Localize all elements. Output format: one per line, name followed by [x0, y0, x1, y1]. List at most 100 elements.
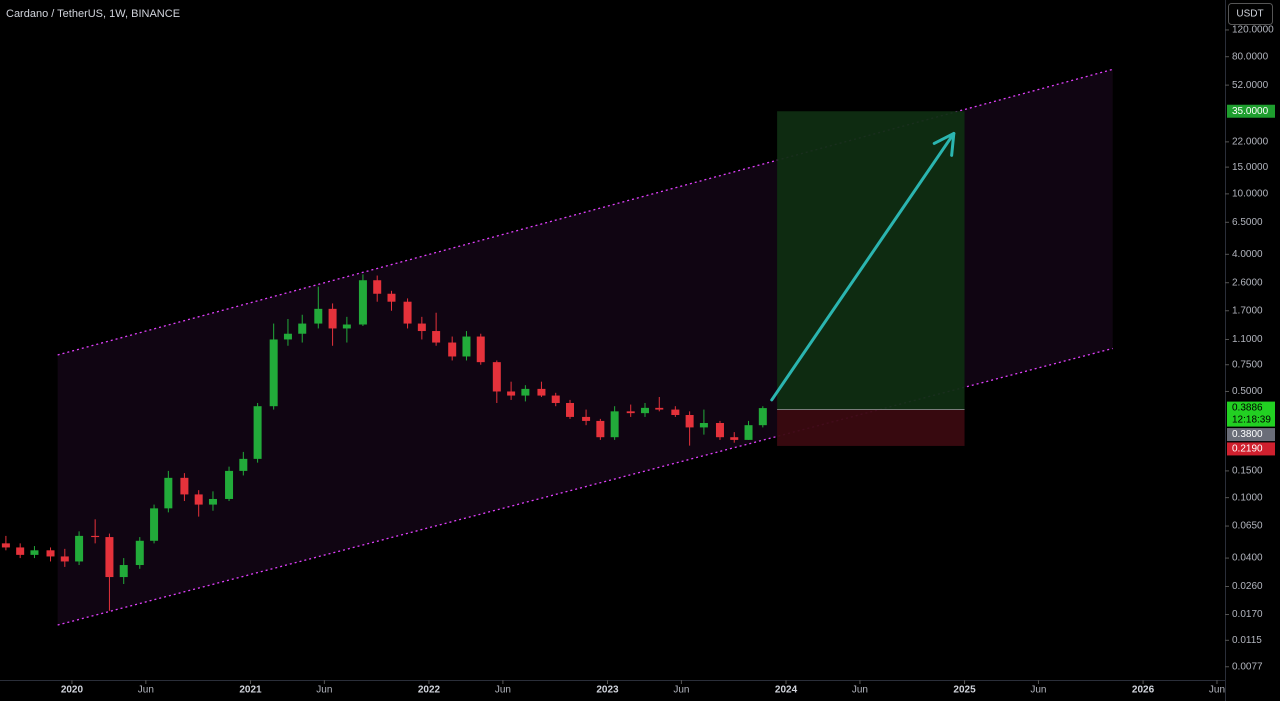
currency-button[interactable]: [1228, 3, 1273, 25]
candle-body: [596, 420, 605, 438]
x-tick-label: 2022: [418, 685, 441, 696]
candle-body: [46, 550, 55, 557]
candle-body: [75, 535, 84, 562]
candle-body: [448, 342, 457, 357]
candle-body: [671, 409, 680, 416]
last-price-label-bg: [1227, 401, 1275, 427]
candle-body: [582, 416, 591, 421]
candle-body: [537, 388, 546, 396]
target-price-label: 35.0000: [1232, 106, 1269, 117]
candle-body: [283, 333, 292, 340]
x-tick-label: 2026: [1132, 685, 1155, 696]
x-tick-label: 2023: [596, 685, 619, 696]
candle-body: [164, 477, 173, 509]
entry-price-label-bg: [1227, 428, 1275, 442]
candle-body: [715, 423, 724, 438]
y-tick-label: 0.0260: [1232, 581, 1263, 592]
x-tick-label: Jun: [852, 685, 868, 696]
channel-lower: [57, 347, 1113, 626]
candle-body: [91, 535, 100, 538]
currency-label[interactable]: USDT: [1236, 9, 1263, 20]
x-tick-label: Jun: [1209, 685, 1225, 696]
y-tick-label: 80.0000: [1232, 51, 1269, 62]
stop-price-label: 0.2190: [1232, 444, 1263, 455]
candle-body: [373, 280, 382, 294]
x-tick-label: 2020: [61, 685, 84, 696]
candle-body: [314, 308, 323, 324]
candle-body: [403, 301, 412, 324]
y-tick-label: 2.6000: [1232, 277, 1263, 288]
x-tick-label: Jun: [673, 685, 689, 696]
y-tick-label: 10.0000: [1232, 189, 1269, 200]
candle-body: [551, 395, 560, 403]
arrow: [770, 131, 956, 402]
candle-body: [60, 556, 69, 562]
candle-body: [655, 407, 664, 410]
y-tick-label: 0.0077: [1232, 661, 1263, 672]
y-tick-label: 4.0000: [1232, 249, 1263, 260]
countdown-label: 12:18:39: [1232, 415, 1271, 426]
candle-body: [342, 324, 351, 329]
candle-body: [730, 437, 739, 440]
candle-body: [1, 543, 10, 548]
target-price-label-bg: [1227, 104, 1275, 118]
x-tick-label: 2024: [775, 685, 798, 696]
last-price-label: 0.3886: [1232, 403, 1263, 414]
candle-body: [358, 280, 367, 325]
y-tick-label: 0.5000: [1232, 386, 1263, 397]
candle-body: [150, 508, 159, 541]
candle-body: [507, 391, 516, 396]
candle-body: [626, 411, 635, 414]
candle-body: [476, 336, 485, 363]
y-tick-label: 0.0115: [1232, 635, 1262, 646]
candle-body: [744, 425, 753, 440]
y-tick-label: 0.0170: [1232, 609, 1263, 620]
y-tick-label: 120.0000: [1232, 25, 1274, 36]
y-tick-label: 0.1500: [1232, 466, 1263, 477]
y-tick-label: 6.5000: [1232, 217, 1263, 228]
candle-body: [225, 470, 234, 499]
candle-body: [298, 323, 307, 334]
candle-body: [119, 565, 128, 578]
candle-body: [492, 362, 501, 392]
candle-body: [640, 407, 649, 414]
candle-body: [387, 293, 396, 302]
candle-body: [16, 547, 25, 555]
candle-body: [208, 498, 217, 505]
candle-body: [105, 537, 114, 578]
y-tick-label: 22.0000: [1232, 137, 1269, 148]
candle-body: [758, 408, 767, 426]
x-tick-label: Jun: [138, 685, 154, 696]
x-tick-label: Jun: [316, 685, 332, 696]
loss-zone: [777, 409, 965, 446]
y-tick-label: 15.0000: [1232, 162, 1269, 173]
candle-body: [253, 406, 262, 459]
entry-price-label: 0.3800: [1232, 429, 1263, 440]
candle-body: [30, 550, 39, 555]
stop-price-label-bg: [1227, 442, 1275, 456]
candle-body: [269, 339, 278, 407]
y-tick-label: 1.1000: [1232, 334, 1263, 345]
candle-body: [610, 411, 619, 438]
arrow-head: [932, 131, 956, 157]
candle-body: [521, 388, 530, 396]
y-tick-label: 0.0400: [1232, 553, 1263, 564]
candle-body: [432, 331, 441, 343]
x-tick-label: 2021: [239, 685, 262, 696]
x-tick-label: Jun: [1030, 685, 1046, 696]
y-tick-label: 1.7000: [1232, 305, 1263, 316]
chart-title: Cardano / TetherUS, 1W, BINANCE: [6, 8, 180, 20]
candle-body: [699, 423, 708, 428]
candle-body: [417, 323, 426, 332]
y-tick-label: 0.1000: [1232, 492, 1263, 503]
candle-body: [194, 494, 203, 505]
candle-body: [239, 458, 248, 471]
y-tick-label: 0.7500: [1232, 359, 1263, 370]
x-tick-label: Jun: [495, 685, 511, 696]
candle-body: [566, 402, 575, 417]
candle-body: [180, 477, 189, 495]
candle-body: [685, 415, 694, 428]
y-tick-label: 0.0650: [1232, 521, 1263, 532]
